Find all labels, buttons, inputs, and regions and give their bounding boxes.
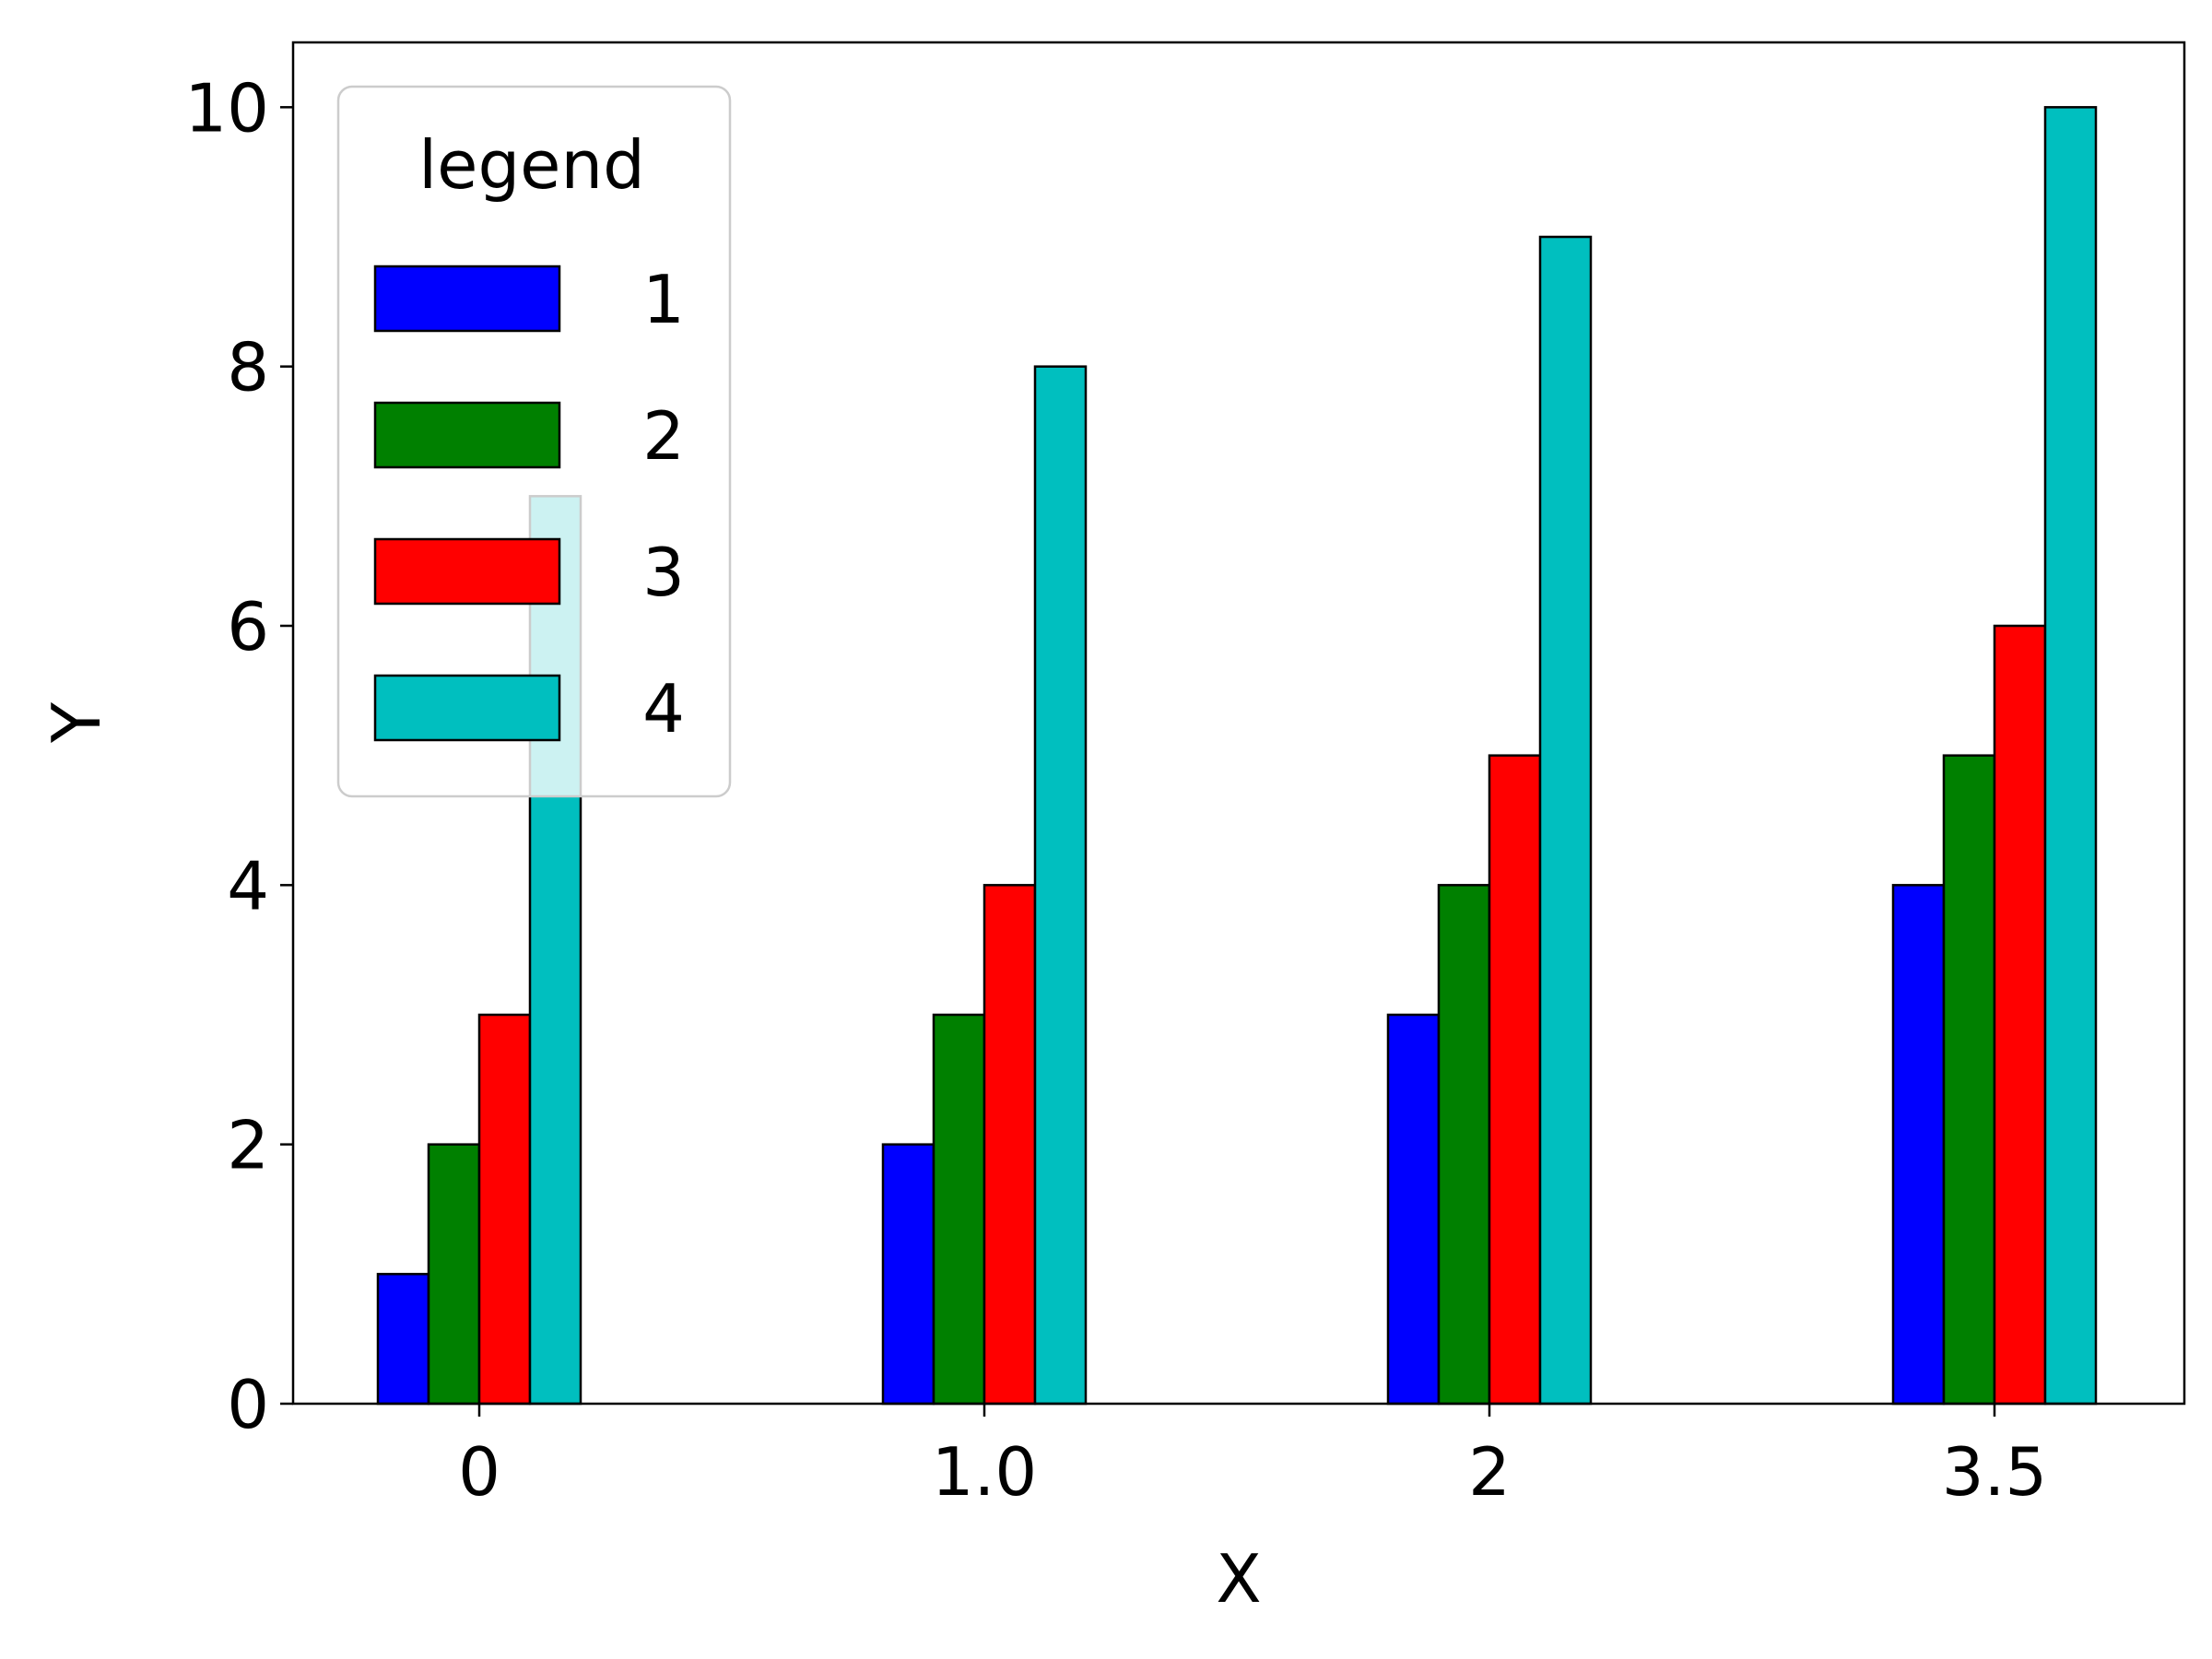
y-axis-label: Y (38, 701, 115, 744)
bar-series-3-0 (477, 1013, 532, 1406)
y-axis: 0 2 4 6 8 10 (184, 69, 293, 1443)
x-tick-label: 0 (458, 1433, 500, 1511)
x-tick-label: 1.0 (932, 1433, 1038, 1511)
bar-series-1-0 (376, 1273, 430, 1406)
bar-series-4-2 (1538, 235, 1593, 1406)
x-axis: 0 1.0 2 3.5 (458, 1404, 2047, 1511)
y-tick-label: 4 (227, 847, 269, 924)
bar-series-2-3.5 (1942, 754, 1996, 1406)
x-tick-label: 3.5 (1942, 1433, 2048, 1511)
bars-layer (376, 106, 2098, 1406)
x-axis-label: X (1216, 1540, 1261, 1618)
legend-swatch-2 (373, 401, 561, 469)
bar-series-3-1.0 (982, 884, 1037, 1406)
legend-entries: 1 2 3 4 (373, 261, 685, 747)
legend-swatch-4 (373, 674, 561, 742)
x-tick-label: 2 (1468, 1433, 1511, 1511)
legend-label-3: 3 (642, 534, 685, 611)
legend-swatch-3 (373, 537, 561, 606)
bar-series-2-0 (427, 1143, 481, 1406)
y-tick-label: 2 (227, 1107, 269, 1184)
legend-label-4: 4 (642, 670, 685, 747)
bar-series-4-1.0 (1033, 365, 1088, 1406)
axes-frame (291, 41, 2186, 1406)
bar-series-2-2 (1437, 884, 1491, 1406)
y-tick-label: 8 (227, 329, 269, 406)
bar-series-3-3.5 (1993, 624, 2047, 1406)
legend-label-1: 1 (642, 261, 685, 338)
bar-series-1-3.5 (1891, 884, 1946, 1406)
legend-title: legend (418, 126, 645, 204)
y-tick-label: 6 (227, 588, 269, 665)
bar-series-1-1.0 (881, 1143, 935, 1406)
legend-label-2: 2 (642, 397, 685, 475)
legend-swatch-1 (373, 265, 561, 333)
bar-series-1-2 (1386, 1013, 1441, 1406)
legend: legend 1 2 3 4 (336, 85, 732, 798)
y-tick-label: 10 (184, 69, 269, 147)
bar-series-4-3.5 (2043, 106, 2098, 1406)
bar-series-3-2 (1488, 754, 1542, 1406)
y-tick-label: 0 (227, 1366, 269, 1443)
bar-series-2-1.0 (932, 1013, 986, 1406)
